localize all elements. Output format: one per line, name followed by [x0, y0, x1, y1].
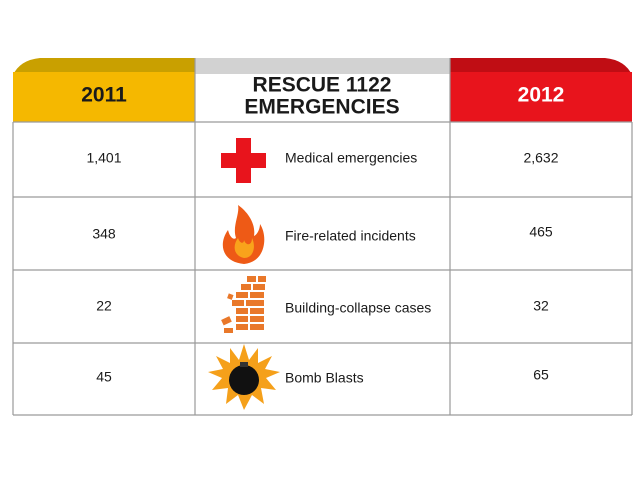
value-2012: 465: [529, 224, 553, 240]
value-2012: 2,632: [523, 150, 558, 166]
value-2012: 32: [533, 298, 549, 314]
medical-icon: [221, 138, 266, 183]
tab-2011: [13, 58, 195, 75]
category-label: Building-collapse cases: [285, 300, 431, 316]
tab-title: [195, 58, 450, 74]
header-2011: [13, 72, 195, 122]
category-label: Medical emergencies: [285, 150, 417, 166]
header-right: 2012: [518, 84, 565, 107]
value-2011: 22: [96, 298, 112, 314]
category-label: Fire-related incidents: [285, 228, 416, 244]
fire-icon: [222, 205, 265, 264]
value-2011: 1,401: [86, 150, 121, 166]
value-2011: 45: [96, 369, 112, 385]
header-2012: [450, 72, 632, 122]
tab-2012: [450, 58, 632, 75]
table-grid: [12, 58, 633, 416]
category-label: Bomb Blasts: [285, 370, 364, 386]
header-title-line: EMERGENCIES: [244, 96, 399, 119]
header-left: 2011: [81, 84, 127, 107]
header-title: [195, 74, 450, 122]
header-title-line: RESCUE 1122: [253, 74, 392, 97]
value-2011: 348: [92, 226, 116, 242]
value-2012: 65: [533, 367, 549, 383]
bricks-icon: [221, 276, 266, 333]
bomb-icon: [208, 344, 280, 410]
